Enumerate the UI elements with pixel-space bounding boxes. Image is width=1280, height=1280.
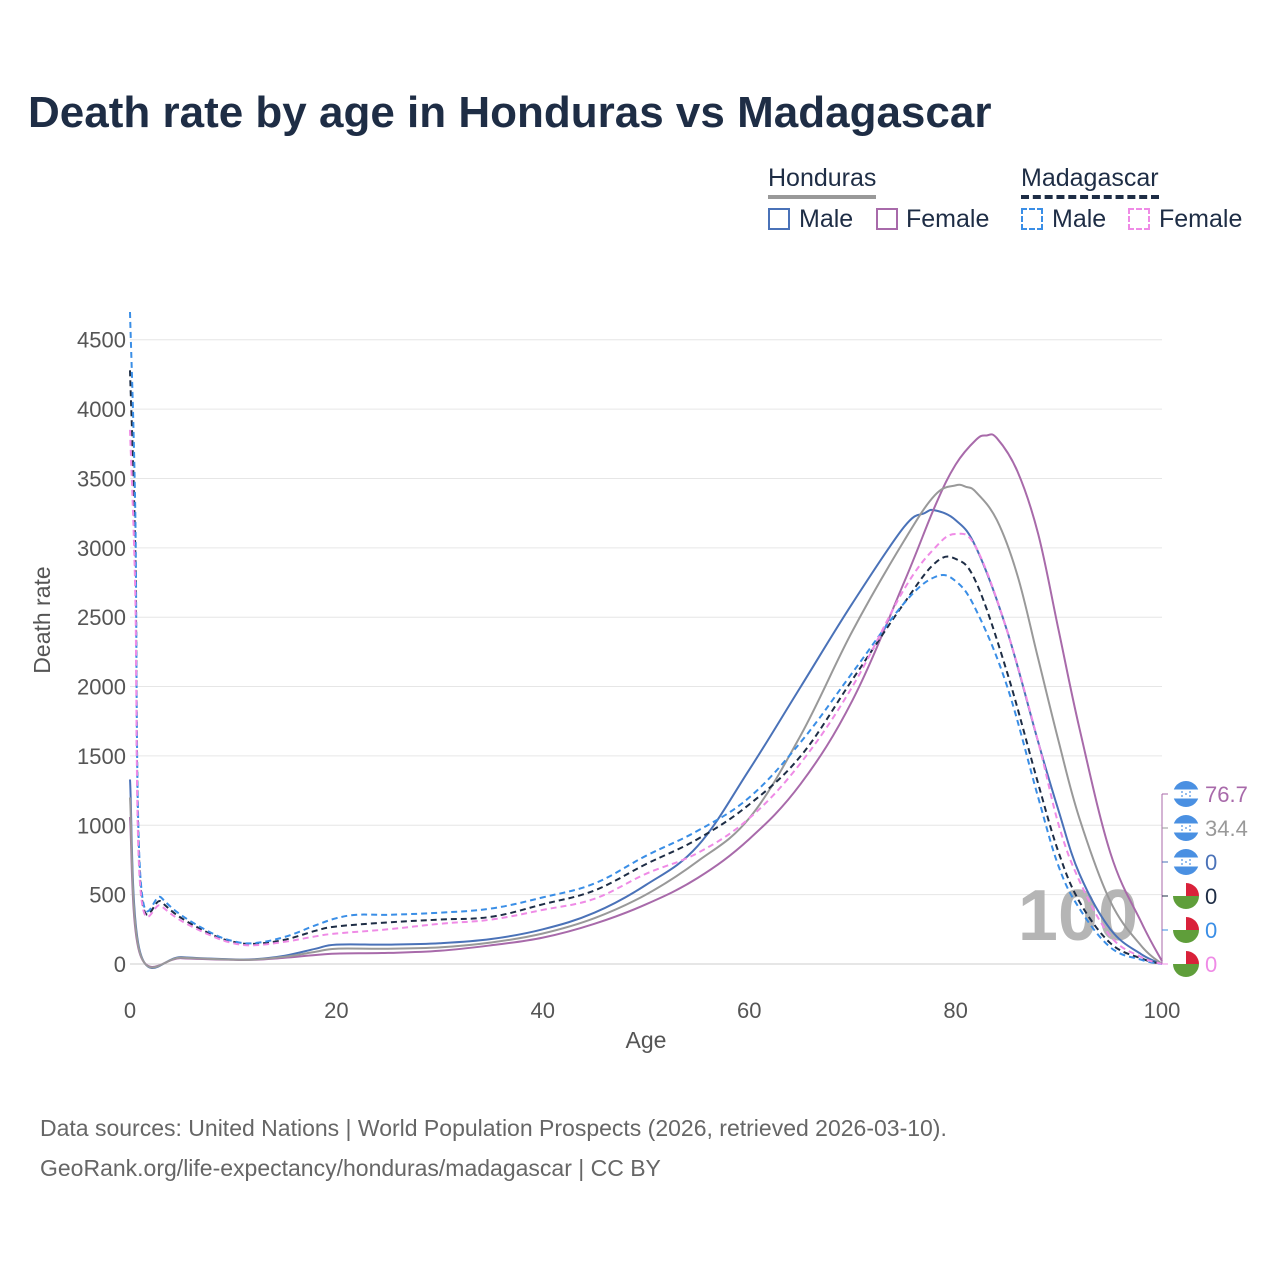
x-tick-label: 0 — [124, 998, 136, 1023]
x-tick-label: 20 — [324, 998, 348, 1023]
series-line-honduras-female[interactable] — [129, 433, 1163, 968]
y-axis-label: Death rate — [29, 566, 55, 673]
end-label-value: 0 — [1205, 952, 1217, 977]
y-tick-label: 1500 — [77, 744, 126, 769]
y-tick-label: 500 — [89, 883, 126, 908]
legend-swatch-honduras-female[interactable] — [876, 208, 898, 230]
y-tick-label: 1000 — [77, 813, 126, 838]
y-tick-label: 0 — [114, 952, 126, 977]
grid-lines — [130, 339, 1162, 896]
y-tick-label: 2000 — [77, 675, 126, 700]
end-label-value: 0 — [1205, 884, 1217, 909]
series-line-honduras-total[interactable] — [129, 483, 1163, 969]
end-labels: 76.7 34.4 0 0 0 0 — [1162, 781, 1248, 977]
series-lines — [129, 311, 1163, 969]
legend-group-madagascar: Madagascar — [1021, 164, 1159, 199]
legend-swatch-madagascar-male[interactable] — [1021, 208, 1043, 230]
y-tick-label: 2500 — [77, 605, 126, 630]
x-axis-label: Age — [626, 1027, 667, 1053]
source-note: Data sources: United Nations | World Pop… — [40, 1108, 947, 1188]
legend-group-madagascar-label: Madagascar — [1021, 164, 1159, 192]
end-label-value: 76.7 — [1205, 782, 1248, 807]
legend-item-madagascar-female[interactable]: Female — [1159, 205, 1243, 233]
legend-item-honduras-male[interactable]: Male — [799, 205, 854, 233]
source-line-1: Data sources: United Nations | World Pop… — [40, 1115, 947, 1141]
x-tick-label: 60 — [737, 998, 761, 1023]
legend-swatch-madagascar-female[interactable] — [1128, 208, 1150, 230]
x-tick-label: 80 — [943, 998, 967, 1023]
chart-title: Death rate by age in Honduras vs Madagas… — [28, 88, 992, 137]
legend-group-honduras: Honduras — [768, 164, 877, 199]
series-line-madagascar-total[interactable] — [129, 370, 1163, 965]
legend-item-madagascar-male[interactable]: Male — [1052, 205, 1107, 233]
y-tick-label: 4500 — [77, 328, 126, 353]
y-tick-label: 3500 — [77, 466, 126, 491]
overlay-year: 100 — [1018, 876, 1138, 956]
flag-honduras-icon — [1173, 781, 1199, 807]
legend-group-honduras-label: Honduras — [768, 164, 877, 192]
flag-honduras-icon — [1173, 849, 1199, 875]
end-label-value: 0 — [1205, 850, 1217, 875]
series-line-honduras-male[interactable] — [129, 508, 1163, 969]
series-line-madagascar-female[interactable] — [129, 429, 1163, 965]
legend-item-honduras-female[interactable]: Female — [906, 205, 990, 233]
end-label-value: 34.4 — [1205, 816, 1248, 841]
flag-honduras-icon — [1173, 815, 1199, 841]
flag-madagascar-icon — [1173, 917, 1199, 943]
legend-group-honduras-line — [768, 195, 877, 199]
y-tick-label: 4000 — [77, 397, 126, 422]
y-axis-ticks: 0 500 1000 1500 2000 2500 3000 3500 4000 4500 — [77, 328, 126, 977]
x-axis-ticks: 0 20 40 60 80 100 — [124, 998, 1180, 1023]
flag-madagascar-icon — [1173, 951, 1199, 977]
end-label-value: 0 — [1205, 918, 1217, 943]
legend-swatch-honduras-male[interactable] — [768, 208, 790, 230]
x-tick-label: 100 — [1144, 998, 1181, 1023]
x-tick-label: 40 — [531, 998, 555, 1023]
source-line-2: GeoRank.org/life-expectancy/honduras/mad… — [40, 1155, 661, 1181]
flag-madagascar-icon — [1173, 883, 1199, 909]
y-tick-label: 3000 — [77, 536, 126, 561]
legend-group-madagascar-line — [1021, 195, 1159, 199]
series-line-madagascar-male[interactable] — [129, 311, 1163, 965]
